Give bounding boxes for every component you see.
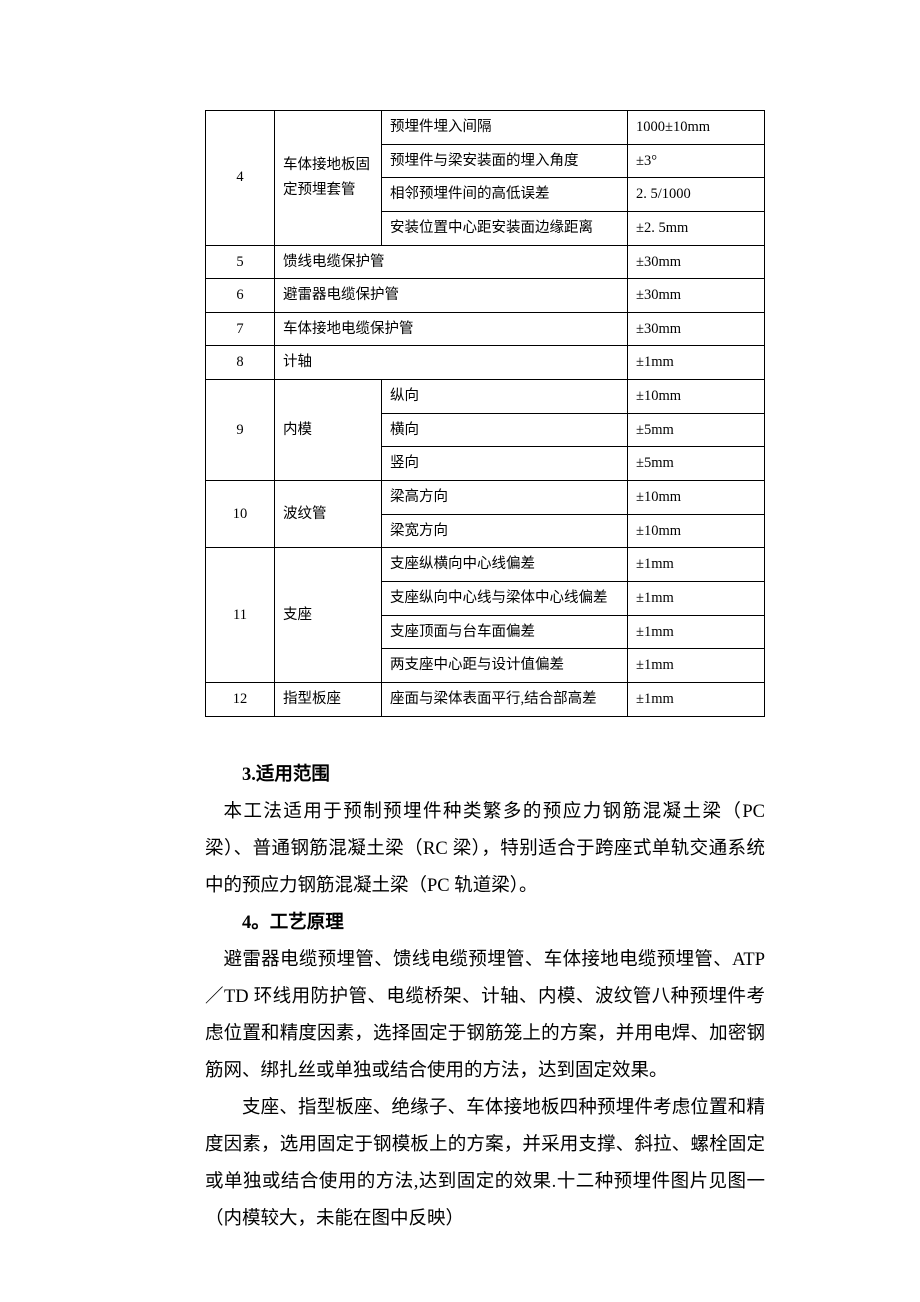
cell-value: ±1mm — [628, 581, 765, 615]
body-text: 3.适用范围 本工法适用于预制预埋件种类繁多的预应力钢筋混凝土梁（PC 梁）、普… — [205, 757, 765, 1238]
cell-desc: 梁宽方向 — [382, 514, 628, 548]
cell-value: 1000±10mm — [628, 111, 765, 145]
table-row: 7车体接地电缆保护管±30mm — [206, 312, 765, 346]
cell-desc: 相邻预埋件间的高低误差 — [382, 178, 628, 212]
cell-value: ±10mm — [628, 514, 765, 548]
paragraph-4a: 避雷器电缆预埋管、馈线电缆预埋管、车体接地电缆预埋管、ATP／TD 环线用防护管… — [205, 942, 765, 1090]
cell-num: 4 — [206, 111, 275, 246]
cell-value: ±2. 5mm — [628, 211, 765, 245]
table-row: 9内模纵向±10mm — [206, 380, 765, 414]
cell-name: 车体接地板固定预埋套管 — [275, 111, 382, 246]
cell-num: 11 — [206, 548, 275, 683]
cell-desc: 座面与梁体表面平行,结合部高差 — [382, 682, 628, 716]
cell-name: 内模 — [275, 380, 382, 481]
heading-4: 4。工艺原理 — [205, 905, 765, 942]
cell-desc: 预埋件与梁安装面的埋入角度 — [382, 144, 628, 178]
cell-value: ±3° — [628, 144, 765, 178]
cell-num: 9 — [206, 380, 275, 481]
tolerance-table: 4车体接地板固定预埋套管预埋件埋入间隔1000±10mm预埋件与梁安装面的埋入角… — [205, 110, 765, 717]
cell-value: ±5mm — [628, 447, 765, 481]
cell-num: 8 — [206, 346, 275, 380]
table-row: 8计轴±1mm — [206, 346, 765, 380]
cell-desc: 支座顶面与台车面偏差 — [382, 615, 628, 649]
cell-value: ±30mm — [628, 279, 765, 313]
document-page: 4车体接地板固定预埋套管预埋件埋入间隔1000±10mm预埋件与梁安装面的埋入角… — [0, 0, 920, 1302]
table-row: 6避雷器电缆保护管±30mm — [206, 279, 765, 313]
cell-desc: 支座纵向中心线与梁体中心线偏差 — [382, 581, 628, 615]
cell-name: 车体接地电缆保护管 — [275, 312, 628, 346]
cell-desc: 预埋件埋入间隔 — [382, 111, 628, 145]
cell-value: 2. 5/1000 — [628, 178, 765, 212]
cell-desc: 竖向 — [382, 447, 628, 481]
cell-desc: 安装位置中心距安装面边缘距离 — [382, 211, 628, 245]
cell-desc: 横向 — [382, 413, 628, 447]
heading-3: 3.适用范围 — [205, 757, 765, 794]
cell-name: 支座 — [275, 548, 382, 683]
cell-name: 波纹管 — [275, 481, 382, 548]
cell-num: 7 — [206, 312, 275, 346]
cell-num: 5 — [206, 245, 275, 279]
cell-desc: 两支座中心距与设计值偏差 — [382, 649, 628, 683]
table-row: 12指型板座座面与梁体表面平行,结合部高差±1mm — [206, 682, 765, 716]
cell-value: ±1mm — [628, 615, 765, 649]
paragraph-4b: 支座、指型板座、绝缘子、车体接地板四种预埋件考虑位置和精度因素，选用固定于钢模板… — [205, 1090, 765, 1238]
cell-desc: 支座纵横向中心线偏差 — [382, 548, 628, 582]
cell-num: 6 — [206, 279, 275, 313]
cell-name: 计轴 — [275, 346, 628, 380]
table-row: 10波纹管梁高方向±10mm — [206, 481, 765, 515]
cell-value: ±10mm — [628, 481, 765, 515]
cell-value: ±1mm — [628, 548, 765, 582]
cell-desc: 梁高方向 — [382, 481, 628, 515]
cell-value: ±1mm — [628, 346, 765, 380]
cell-value: ±1mm — [628, 649, 765, 683]
cell-name: 馈线电缆保护管 — [275, 245, 628, 279]
cell-name: 避雷器电缆保护管 — [275, 279, 628, 313]
cell-value: ±10mm — [628, 380, 765, 414]
cell-value: ±1mm — [628, 682, 765, 716]
table-row: 4车体接地板固定预埋套管预埋件埋入间隔1000±10mm — [206, 111, 765, 145]
cell-value: ±30mm — [628, 245, 765, 279]
cell-desc: 纵向 — [382, 380, 628, 414]
table-row: 5馈线电缆保护管±30mm — [206, 245, 765, 279]
cell-name: 指型板座 — [275, 682, 382, 716]
paragraph-3: 本工法适用于预制预埋件种类繁多的预应力钢筋混凝土梁（PC 梁）、普通钢筋混凝土梁… — [205, 794, 765, 905]
cell-num: 10 — [206, 481, 275, 548]
cell-value: ±30mm — [628, 312, 765, 346]
cell-value: ±5mm — [628, 413, 765, 447]
cell-num: 12 — [206, 682, 275, 716]
table-row: 11支座支座纵横向中心线偏差±1mm — [206, 548, 765, 582]
